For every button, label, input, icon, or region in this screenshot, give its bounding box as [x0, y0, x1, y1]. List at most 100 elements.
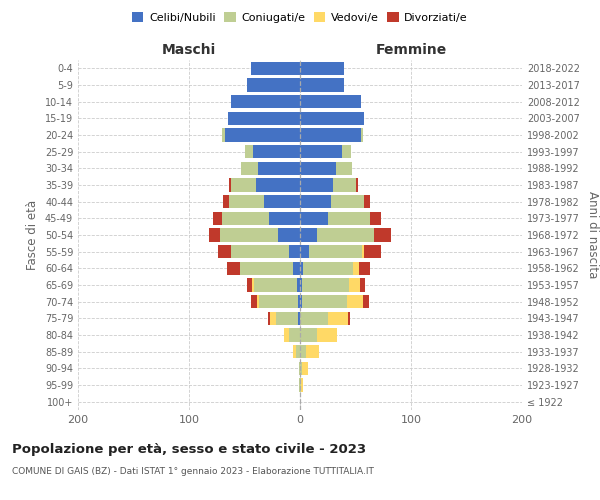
- Bar: [301, 378, 304, 392]
- Bar: [257, 295, 259, 308]
- Bar: [331, 195, 364, 208]
- Bar: [300, 345, 305, 358]
- Bar: [259, 295, 298, 308]
- Bar: [300, 178, 334, 192]
- Bar: [304, 262, 353, 275]
- Bar: [251, 62, 300, 75]
- Bar: [224, 128, 300, 141]
- Bar: [284, 328, 289, 342]
- Bar: [335, 162, 352, 175]
- Bar: [300, 212, 328, 225]
- Bar: [251, 295, 257, 308]
- Bar: [254, 278, 296, 291]
- Bar: [300, 78, 344, 92]
- Bar: [300, 95, 361, 108]
- Y-axis label: Anni di nascita: Anni di nascita: [586, 192, 599, 278]
- Bar: [289, 328, 300, 342]
- Bar: [305, 345, 319, 358]
- Bar: [360, 278, 365, 291]
- Bar: [300, 278, 302, 291]
- Bar: [361, 128, 363, 141]
- Bar: [220, 228, 278, 241]
- Bar: [300, 128, 361, 141]
- Bar: [347, 295, 363, 308]
- Bar: [227, 262, 240, 275]
- Bar: [334, 178, 355, 192]
- Bar: [278, 228, 300, 241]
- Bar: [258, 162, 300, 175]
- Bar: [229, 195, 265, 208]
- Bar: [348, 312, 350, 325]
- Text: COMUNE DI GAIS (BZ) - Dati ISTAT 1° gennaio 2023 - Elaborazione TUTTITALIA.IT: COMUNE DI GAIS (BZ) - Dati ISTAT 1° genn…: [12, 468, 374, 476]
- Bar: [300, 62, 344, 75]
- Bar: [222, 128, 224, 141]
- Bar: [300, 328, 317, 342]
- Bar: [342, 145, 351, 158]
- Bar: [370, 212, 381, 225]
- Bar: [300, 362, 302, 375]
- Bar: [302, 278, 349, 291]
- Bar: [256, 178, 300, 192]
- Bar: [300, 112, 364, 125]
- Bar: [302, 362, 308, 375]
- Bar: [252, 278, 254, 291]
- Text: Popolazione per età, sesso e stato civile - 2023: Popolazione per età, sesso e stato civil…: [12, 442, 366, 456]
- Bar: [300, 145, 342, 158]
- Bar: [300, 162, 335, 175]
- Bar: [300, 262, 304, 275]
- Bar: [353, 262, 359, 275]
- Bar: [247, 78, 300, 92]
- Bar: [268, 312, 270, 325]
- Bar: [363, 295, 369, 308]
- Bar: [309, 245, 362, 258]
- Bar: [231, 95, 300, 108]
- Bar: [231, 178, 256, 192]
- Bar: [317, 328, 337, 342]
- Bar: [317, 228, 374, 241]
- Bar: [270, 312, 275, 325]
- Bar: [300, 195, 331, 208]
- Bar: [359, 262, 370, 275]
- Bar: [299, 378, 300, 392]
- Bar: [299, 362, 300, 375]
- Bar: [214, 212, 223, 225]
- Bar: [355, 178, 358, 192]
- Bar: [298, 312, 300, 325]
- Bar: [293, 262, 300, 275]
- Bar: [229, 178, 231, 192]
- Bar: [300, 378, 301, 392]
- Bar: [364, 195, 370, 208]
- Bar: [296, 345, 300, 358]
- Bar: [362, 245, 364, 258]
- Bar: [328, 312, 348, 325]
- Bar: [298, 295, 300, 308]
- Bar: [223, 212, 269, 225]
- Bar: [241, 162, 258, 175]
- Bar: [300, 295, 302, 308]
- Bar: [269, 212, 300, 225]
- Bar: [300, 245, 309, 258]
- Bar: [328, 212, 370, 225]
- Bar: [253, 145, 300, 158]
- Bar: [289, 245, 300, 258]
- Bar: [265, 195, 300, 208]
- Bar: [296, 278, 300, 291]
- Legend: Celibi/Nubili, Coniugati/e, Vedovi/e, Divorziati/e: Celibi/Nubili, Coniugati/e, Vedovi/e, Di…: [128, 8, 472, 28]
- Bar: [209, 228, 220, 241]
- Text: Maschi: Maschi: [162, 42, 216, 56]
- Bar: [364, 245, 381, 258]
- Bar: [247, 278, 252, 291]
- Bar: [231, 245, 289, 258]
- Bar: [275, 312, 298, 325]
- Bar: [240, 262, 293, 275]
- Text: Femmine: Femmine: [376, 42, 446, 56]
- Bar: [245, 145, 253, 158]
- Bar: [293, 345, 296, 358]
- Bar: [300, 312, 328, 325]
- Bar: [349, 278, 360, 291]
- Bar: [223, 195, 229, 208]
- Bar: [374, 228, 391, 241]
- Bar: [218, 245, 231, 258]
- Y-axis label: Fasce di età: Fasce di età: [26, 200, 39, 270]
- Bar: [300, 228, 317, 241]
